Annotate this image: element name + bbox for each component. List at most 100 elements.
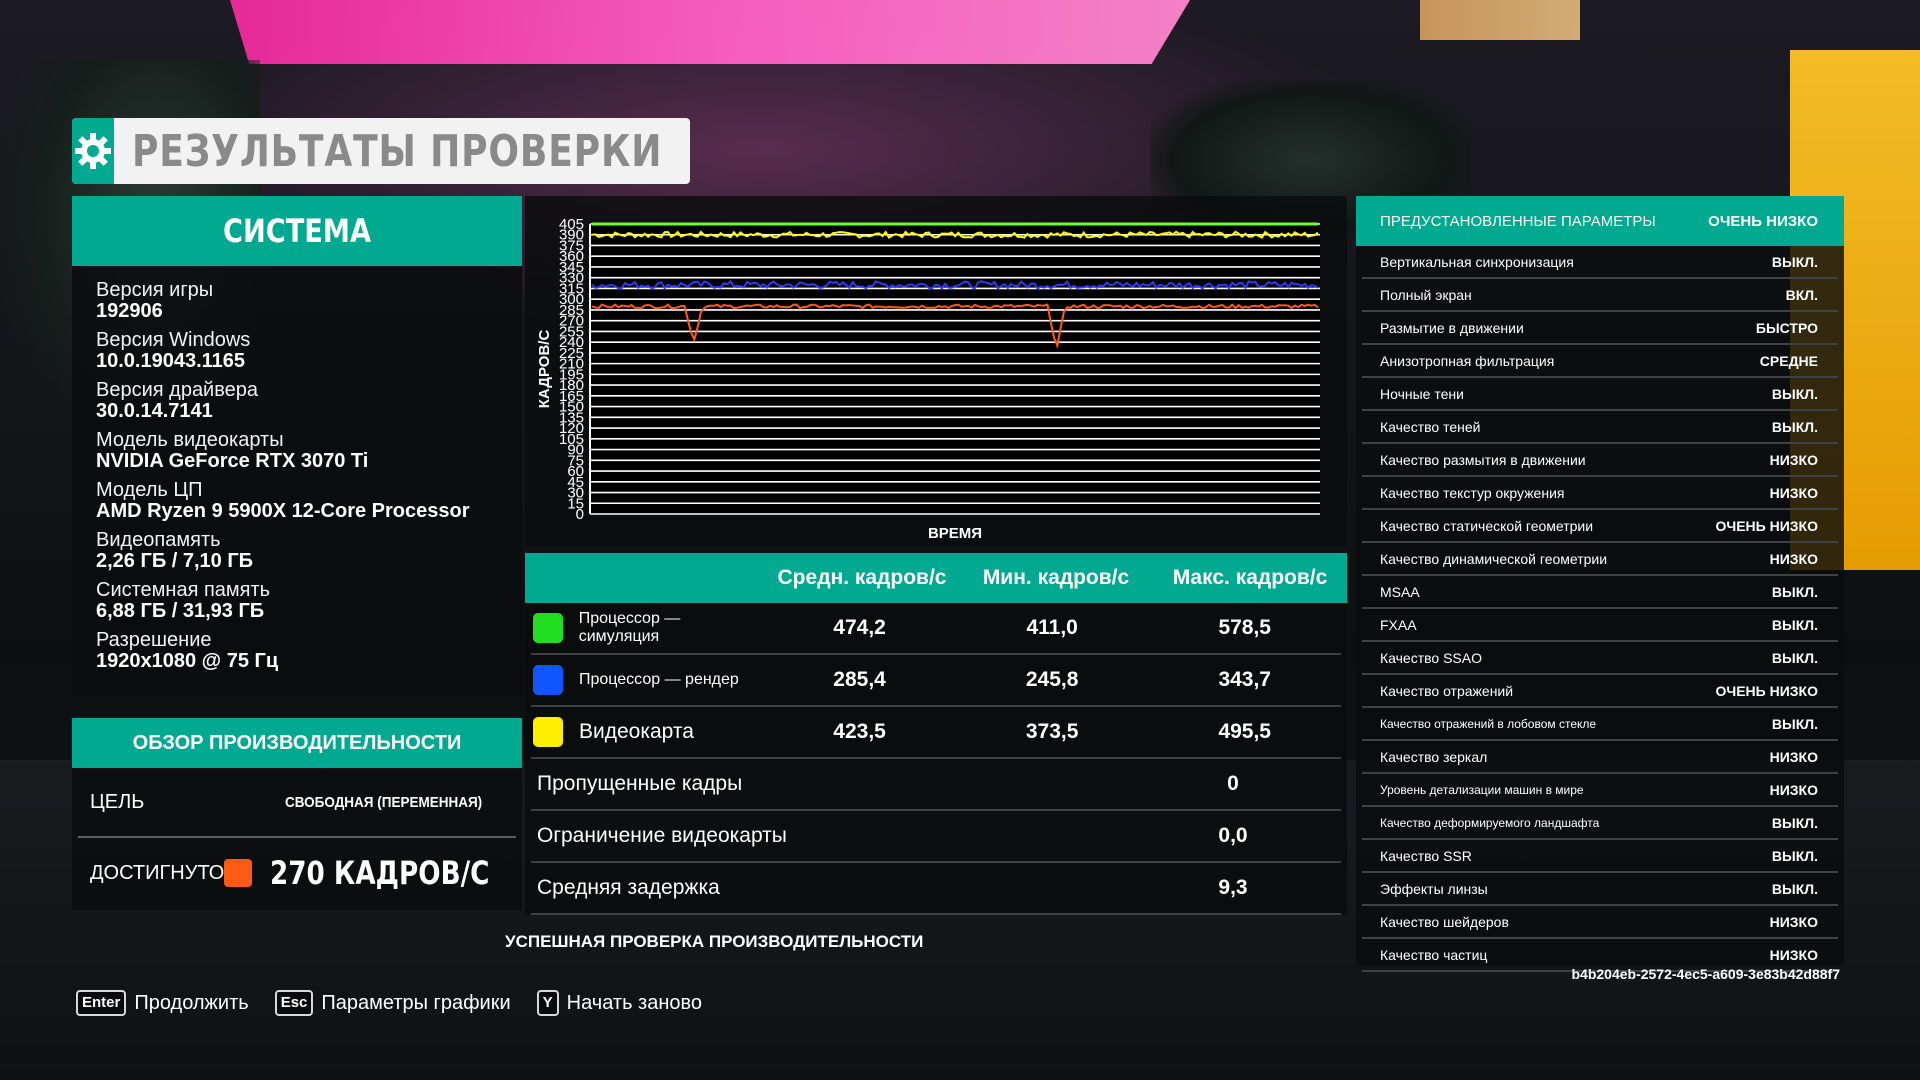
preset-setting-row: Качество отражений ОЧЕНЬ НИЗКО: [1362, 675, 1838, 708]
system-header-label: СИСТЕМА: [223, 212, 371, 250]
preset-setting-row: Качество деформируемого ландшафта ВЫКЛ.: [1362, 807, 1838, 840]
achieved-label: ДОСТИГНУТО: [90, 861, 225, 884]
y-axis-label: КАДРОВ/С: [536, 330, 553, 409]
stats-row-name: Процессор — симуляция: [578, 610, 681, 645]
session-guid: b4b204eb-2572-4ec5-a609-3e83b42d88f7: [1571, 966, 1840, 982]
system-info-value: 2,26 ГБ / 7,10 ГБ: [96, 550, 254, 572]
stats-min-value: 373,5: [1025, 720, 1079, 743]
stats-panel: Средн. кадров/с Мин. кадров/с Макс. кадр…: [525, 553, 1347, 915]
preset-setting-value: ОЧЕНЬ НИЗКО: [1715, 682, 1818, 699]
preset-setting-row: Ночные тени ВЫКЛ.: [1362, 378, 1838, 411]
system-info-value: NVIDIA GeForce RTX 3070 Ti: [96, 450, 369, 472]
y-tick-label: 195: [559, 366, 584, 383]
y-tick-label: 270: [559, 313, 584, 330]
preset-setting-value: СРЕДНЕ: [1759, 352, 1818, 369]
preset-setting-row: Качество текстур окружения НИЗКО: [1362, 477, 1838, 510]
preset-setting-row: MSAA ВЫКЛ.: [1362, 576, 1838, 609]
stats-extra-value: 0,0: [1218, 824, 1248, 847]
chart-series-line: [591, 280, 1319, 290]
preset-setting-value: НИЗКО: [1769, 748, 1818, 765]
target-row: ЦЕЛЬ СВОБОДНАЯ (ПЕРЕМЕННАЯ): [78, 768, 516, 838]
bottom-controls: Enter Продолжить Esc Параметры графики Y Нача…: [76, 990, 728, 1016]
x-axis-label: ВРЕМЯ: [928, 525, 982, 542]
stats-avg-value: 474,2: [833, 616, 886, 639]
stats-extra-row: Пропущенные кадры 0: [531, 759, 1341, 811]
stats-max-value: 495,5: [1218, 720, 1271, 743]
y-tick-label: 0: [576, 506, 584, 523]
control-y-button[interactable]: Y Начать заново: [536, 990, 703, 1016]
system-info-list: Версия игры 192906 Версия Windows 10.0.1904…: [72, 266, 522, 672]
y-tick-label: 285: [559, 302, 584, 319]
system-info-value: 10.0.19043.1165: [96, 350, 246, 372]
preset-setting-row: Качество SSR ВЫКЛ.: [1362, 840, 1838, 873]
target-value: СВОБОДНАЯ (ПЕРЕМЕННАЯ): [284, 793, 483, 811]
preset-setting-name: Качество размытия в движении: [1380, 451, 1586, 468]
series-color-swatch: [533, 717, 563, 747]
preset-setting-name: Качество отражений в лобовом стекле: [1380, 716, 1597, 731]
performance-overview-header: ОБЗОР ПРОИЗВОДИТЕЛЬНОСТИ: [72, 718, 522, 768]
stats-row-name: Процессор — рендер: [579, 671, 739, 688]
preset-setting-name: Качество шейдеров: [1380, 913, 1509, 930]
stats-extra-row: Средняя задержка 9,3: [531, 863, 1341, 915]
fps-chart-panel: 405 390 375 360 345 330 315 300 285 270 255 240 225 2…: [525, 196, 1347, 546]
y-tick-label: 240: [559, 334, 584, 351]
stats-extra-value: 9,3: [1218, 876, 1248, 899]
system-info-item: Модель видеокарты NVIDIA GeForce RTX 3070…: [96, 430, 522, 472]
preset-setting-row: Качество частиц НИЗКО: [1362, 939, 1838, 972]
control-label: Начать заново: [566, 991, 703, 1014]
stats-min-value: 245,8: [1025, 668, 1079, 691]
extra-rows: Пропущенные кадры 0 Ограничение видеокарты…: [525, 759, 1347, 915]
preset-setting-name: MSAA: [1380, 583, 1420, 600]
preset-setting-name: Качество зеркал: [1380, 748, 1488, 765]
stats-max-value: 343,7: [1218, 668, 1271, 691]
y-tick-label: 375: [559, 237, 584, 254]
y-tick-label: 135: [559, 409, 584, 426]
stats-row-name-cell: Процессор — симуляция: [531, 610, 763, 646]
stats-row-name: Видеокарта: [579, 720, 694, 743]
system-header: СИСТЕМА: [72, 196, 522, 266]
system-info-item: Модель ЦП AMD Ryzen 9 5900X 12-Core Proce…: [96, 480, 522, 522]
y-tick-label: 150: [559, 399, 584, 416]
system-info-item: Версия Windows 10.0.19043.1165: [96, 330, 522, 372]
success-message: УСПЕШНАЯ ПРОВЕРКА ПРОИЗВОДИТЕЛЬНОСТИ: [505, 932, 924, 951]
stats-header-max: Макс. кадров/с: [1172, 566, 1328, 589]
preset-setting-name: Уровень детализации машин в мире: [1380, 782, 1584, 797]
y-tick-label: 225: [559, 345, 584, 362]
stats-extra-name: Ограничение видеокарты: [537, 824, 787, 847]
stats-row: Видеокарта 423,5 373,5 495,5: [531, 707, 1341, 759]
preset-setting-value: НИЗКО: [1769, 913, 1818, 930]
preset-setting-value: НИЗКО: [1769, 550, 1818, 567]
system-info-value: 192906: [96, 300, 163, 322]
preset-setting-name: Качество частиц: [1380, 946, 1488, 963]
control-label: Продолжить: [134, 991, 249, 1014]
preset-header-label: ПРЕДУСТАНОВЛЕННЫЕ ПАРАМЕТРЫ: [1380, 212, 1656, 230]
preset-setting-value: ВЫКЛ.: [1771, 715, 1818, 732]
control-esc-button[interactable]: Esc Параметры графики: [274, 990, 511, 1016]
page-title-bar: РЕЗУЛЬТАТЫ ПРОВЕРКИ: [72, 118, 690, 184]
preset-setting-row: Размытие в движении БЫСТРО: [1362, 312, 1838, 345]
system-info-item: Системная память 6,88 ГБ / 31,93 ГБ: [96, 580, 522, 622]
preset-setting-name: Качество деформируемого ландшафта: [1380, 815, 1600, 830]
system-info-label: Системная память: [96, 579, 271, 601]
key-hint-enter: Enter: [76, 990, 127, 1016]
preset-settings-panel: ПРЕДУСТАНОВЛЕННЫЕ ПАРАМЕТРЫ ОЧЕНЬ НИЗКО …: [1356, 196, 1844, 972]
y-tick-label: 345: [559, 259, 584, 276]
preset-setting-name: Эффекты линзы: [1380, 880, 1488, 897]
y-tick-label: 300: [559, 291, 584, 308]
system-info-item: Разрешение 1920x1080 @ 75 Гц: [96, 630, 522, 672]
system-info-value: 1920x1080 @ 75 Гц: [96, 650, 279, 672]
stats-row: Процессор — симуляция 474,2 411,0 578,5: [531, 603, 1341, 655]
preset-setting-name: Качество статической геометрии: [1380, 517, 1594, 534]
y-tick-label: 165: [559, 388, 584, 405]
stats-avg-value: 285,4: [833, 668, 886, 691]
achieved-value-group: 270 КАДРОВ/С: [224, 854, 538, 892]
system-info-label: Видеопамять: [96, 529, 221, 551]
preset-setting-row: Полный экран ВКЛ.: [1362, 279, 1838, 312]
preset-setting-row: Качество динамической геометрии НИЗКО: [1362, 543, 1838, 576]
control-enter-button[interactable]: Enter Продолжить: [76, 990, 249, 1016]
preset-setting-value: ВЫКЛ.: [1771, 880, 1818, 897]
system-info-value: AMD Ryzen 9 5900X 12-Core Processor: [96, 500, 470, 522]
system-info-label: Модель видеокарты: [96, 429, 284, 451]
preset-setting-value: ВЫКЛ.: [1771, 616, 1818, 633]
preset-setting-name: Ночные тени: [1380, 385, 1464, 402]
